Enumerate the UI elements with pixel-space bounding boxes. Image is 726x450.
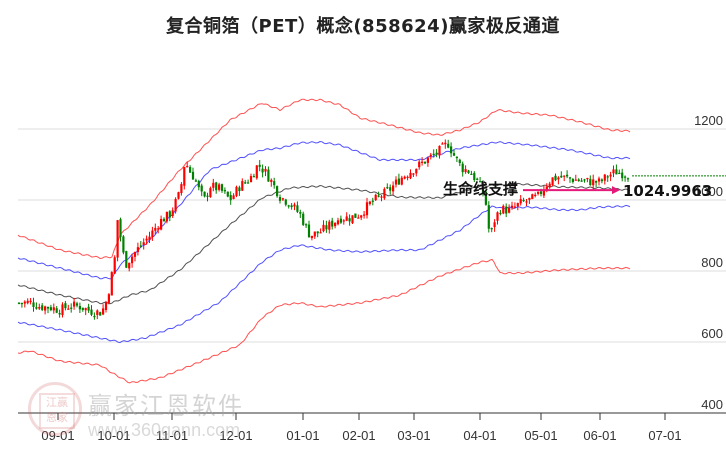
x-tick-label: 05-01 (524, 428, 558, 443)
candlesticks (17, 139, 630, 320)
grid-lines (18, 128, 726, 343)
x-tick-label: 10-01 (97, 428, 131, 443)
x-tick-label: 01-01 (286, 428, 320, 443)
channel-bands (17, 98, 631, 384)
watermark-logo-text: 江赢恩家 (39, 393, 75, 429)
x-tick-label: 12-01 (219, 428, 253, 443)
watermark-text: 赢家江恩软件 (88, 392, 244, 420)
y-tick-label: 400 (701, 397, 723, 412)
x-tick-label: 02-01 (342, 428, 376, 443)
support-value: 1024.9963 (623, 182, 713, 200)
y-tick-label: 1000 (694, 184, 723, 199)
y-tick-label: 1200 (694, 113, 723, 128)
watermark-logo-icon: 江赢恩家 (28, 382, 82, 436)
x-tick-label: 04-01 (463, 428, 497, 443)
x-tick-label: 06-01 (583, 428, 617, 443)
x-tick-label: 07-01 (648, 428, 682, 443)
chart-title: 复合铜箔（PET）概念(858624)赢家极反通道 (166, 16, 560, 37)
x-tick-label: 11-01 (155, 428, 189, 443)
support-label: 生命线支撑 (443, 180, 519, 198)
y-tick-label: 600 (701, 326, 723, 341)
annotations (523, 175, 726, 195)
x-tick-label: 03-01 (397, 428, 431, 443)
watermark-url: www.360gann.com (88, 420, 241, 440)
y-tick-label: 800 (701, 255, 723, 270)
